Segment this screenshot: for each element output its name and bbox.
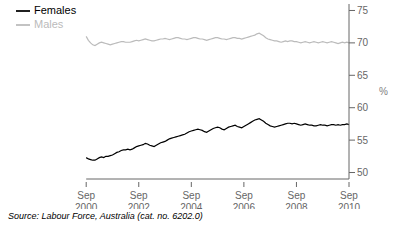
- svg-text:Sep2004: Sep2004: [180, 190, 203, 209]
- svg-text:75: 75: [357, 5, 369, 16]
- svg-text:60: 60: [357, 102, 369, 113]
- html-text:Males: Males: [34, 18, 64, 31]
- svg-text:%: %: [379, 86, 388, 97]
- svg-text:55: 55: [357, 135, 369, 146]
- svg-text:70: 70: [357, 37, 369, 48]
- html-text:Source: Labour Force, Australi: Source: Labour Force, Australia (cat. no…: [8, 211, 203, 221]
- svg-text:Sep2008: Sep2008: [285, 190, 308, 209]
- svg-text:Sep2002: Sep2002: [128, 190, 151, 209]
- svg-text:Sep2000: Sep2000: [75, 190, 98, 209]
- svg-text:65: 65: [357, 70, 369, 81]
- svg-text:Sep2010: Sep2010: [338, 190, 361, 209]
- svg-text:Sep2006: Sep2006: [233, 190, 256, 209]
- svg-text:50: 50: [357, 167, 369, 178]
- html-text:Females: Females: [34, 4, 77, 16]
